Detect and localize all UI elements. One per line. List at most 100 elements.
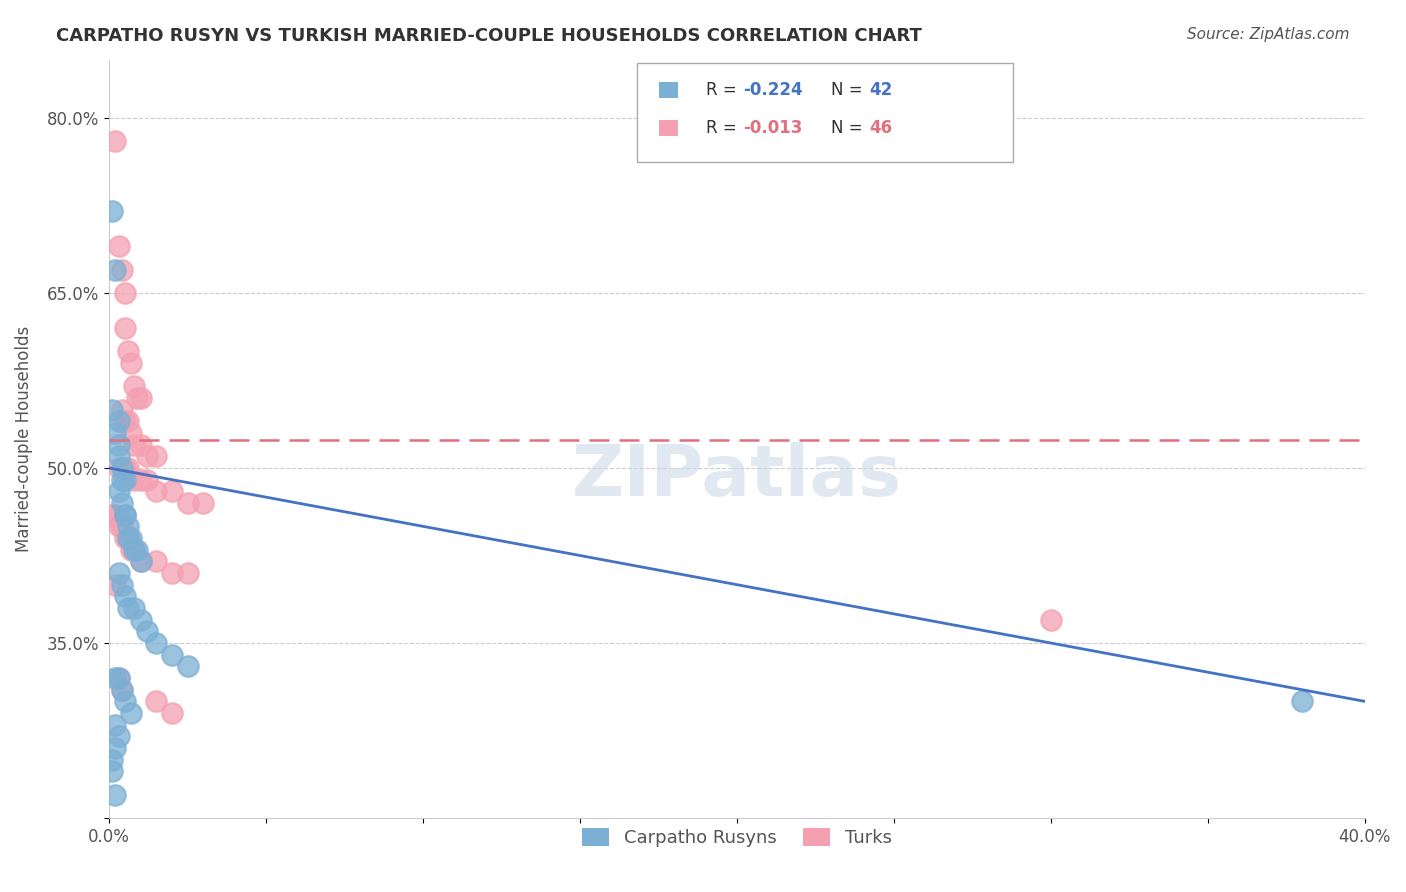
Point bbox=[114, 531, 136, 545]
Point bbox=[117, 531, 139, 545]
Point bbox=[122, 379, 145, 393]
Point bbox=[114, 508, 136, 522]
Text: CARPATHO RUSYN VS TURKISH MARRIED-COUPLE HOUSEHOLDS CORRELATION CHART: CARPATHO RUSYN VS TURKISH MARRIED-COUPLE… bbox=[56, 27, 922, 45]
Point bbox=[120, 356, 142, 370]
Point bbox=[104, 134, 127, 148]
Text: N =: N = bbox=[831, 81, 868, 99]
Point bbox=[107, 239, 129, 253]
Point bbox=[117, 344, 139, 359]
Point bbox=[107, 519, 129, 533]
Point bbox=[176, 659, 198, 673]
Point bbox=[114, 590, 136, 604]
Point bbox=[160, 706, 183, 720]
Point bbox=[114, 285, 136, 300]
Point bbox=[111, 519, 134, 533]
Point bbox=[114, 414, 136, 428]
Point bbox=[114, 321, 136, 335]
Text: -0.013: -0.013 bbox=[744, 119, 803, 136]
Legend: Carpatho Rusyns, Turks: Carpatho Rusyns, Turks bbox=[575, 821, 898, 855]
Text: R =: R = bbox=[706, 119, 741, 136]
Text: N =: N = bbox=[831, 119, 868, 136]
Point bbox=[117, 601, 139, 615]
Point bbox=[120, 706, 142, 720]
Point bbox=[114, 461, 136, 475]
Point bbox=[117, 519, 139, 533]
Point bbox=[122, 542, 145, 557]
Text: R =: R = bbox=[706, 81, 741, 99]
Point bbox=[114, 508, 136, 522]
Point bbox=[176, 566, 198, 580]
Point bbox=[101, 204, 124, 219]
Point bbox=[1039, 613, 1062, 627]
Y-axis label: Married-couple Households: Married-couple Households bbox=[15, 326, 32, 552]
Point bbox=[117, 414, 139, 428]
Point bbox=[111, 682, 134, 697]
Point bbox=[160, 648, 183, 662]
Point bbox=[104, 262, 127, 277]
Point bbox=[107, 450, 129, 464]
Point bbox=[114, 473, 136, 487]
Point bbox=[120, 425, 142, 440]
Text: Source: ZipAtlas.com: Source: ZipAtlas.com bbox=[1187, 27, 1350, 42]
Point bbox=[107, 414, 129, 428]
Point bbox=[145, 554, 167, 568]
Point bbox=[135, 450, 157, 464]
Point bbox=[111, 473, 134, 487]
Point bbox=[145, 694, 167, 708]
Point bbox=[127, 542, 149, 557]
Point bbox=[145, 636, 167, 650]
Text: 46: 46 bbox=[869, 119, 891, 136]
Point bbox=[104, 717, 127, 731]
Point bbox=[111, 461, 134, 475]
Point bbox=[129, 613, 152, 627]
Point bbox=[117, 531, 139, 545]
Point bbox=[104, 741, 127, 756]
Point bbox=[129, 438, 152, 452]
Point bbox=[122, 601, 145, 615]
Point bbox=[127, 391, 149, 405]
Point bbox=[120, 542, 142, 557]
Point bbox=[135, 473, 157, 487]
Point bbox=[107, 461, 129, 475]
Point bbox=[114, 694, 136, 708]
Point bbox=[122, 438, 145, 452]
Text: 42: 42 bbox=[869, 81, 891, 99]
Point bbox=[129, 473, 152, 487]
Point bbox=[104, 508, 127, 522]
Point bbox=[135, 624, 157, 639]
Point bbox=[101, 764, 124, 779]
Point bbox=[101, 753, 124, 767]
Point bbox=[107, 484, 129, 499]
Point bbox=[101, 508, 124, 522]
Point bbox=[104, 671, 127, 685]
Point bbox=[145, 484, 167, 499]
Point bbox=[111, 577, 134, 591]
Text: ZIPatlas: ZIPatlas bbox=[572, 442, 903, 511]
Point bbox=[129, 391, 152, 405]
Point bbox=[145, 450, 167, 464]
Point bbox=[111, 402, 134, 417]
Point bbox=[101, 402, 124, 417]
Point bbox=[129, 554, 152, 568]
FancyBboxPatch shape bbox=[659, 120, 679, 136]
FancyBboxPatch shape bbox=[659, 81, 679, 98]
Point bbox=[111, 682, 134, 697]
Point bbox=[107, 671, 129, 685]
Point bbox=[107, 730, 129, 744]
Point bbox=[193, 496, 215, 510]
FancyBboxPatch shape bbox=[637, 63, 1014, 162]
Point bbox=[1291, 694, 1313, 708]
Point bbox=[160, 484, 183, 499]
Point bbox=[104, 788, 127, 802]
Point bbox=[111, 262, 134, 277]
Point bbox=[160, 566, 183, 580]
Point bbox=[117, 461, 139, 475]
Point bbox=[122, 542, 145, 557]
Point bbox=[122, 473, 145, 487]
Point bbox=[107, 566, 129, 580]
Text: -0.224: -0.224 bbox=[744, 81, 803, 99]
Point bbox=[104, 425, 127, 440]
Point bbox=[129, 554, 152, 568]
Point bbox=[111, 496, 134, 510]
Point bbox=[176, 496, 198, 510]
